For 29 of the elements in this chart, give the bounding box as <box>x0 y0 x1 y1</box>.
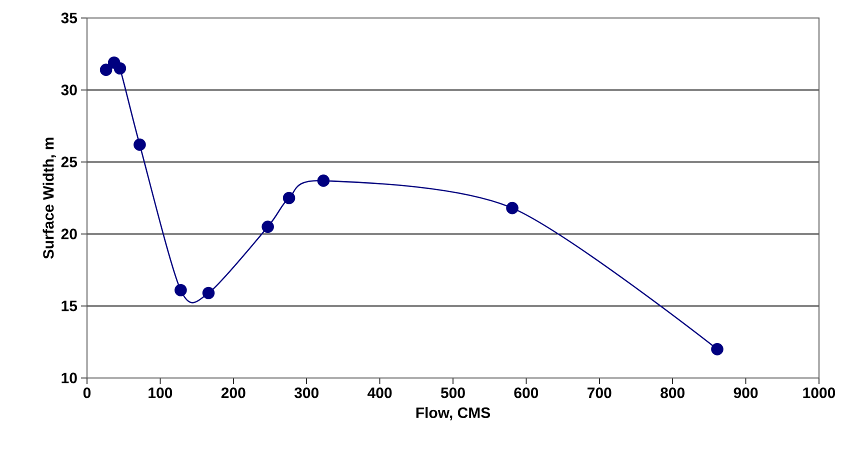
x-tick-label: 100 <box>148 388 172 398</box>
point <box>202 286 215 300</box>
x-tick-label: 400 <box>368 388 392 398</box>
point <box>100 64 112 76</box>
y-tick-label: 10 <box>62 372 77 384</box>
point <box>114 62 126 75</box>
x-tick-label: 900 <box>734 388 758 398</box>
x-tick-label: 200 <box>221 388 246 398</box>
y-tick-label: 25 <box>61 156 78 168</box>
point <box>711 343 724 356</box>
y-axis-title: Surface Width, m <box>42 138 56 259</box>
x-axis-title: Flow, CMS <box>416 407 490 420</box>
y-tick-label: 20 <box>61 228 77 240</box>
x-tick-label: 300 <box>294 388 318 398</box>
x-tick-label: 800 <box>660 388 684 398</box>
point <box>174 284 187 296</box>
point <box>282 192 296 204</box>
point <box>262 220 274 233</box>
y-tick-label: 15 <box>62 300 78 312</box>
point <box>317 174 330 187</box>
y-tick-label: 30 <box>61 84 77 96</box>
x-tick-label: 0 <box>83 388 91 398</box>
y-tick-label: 35 <box>61 12 78 24</box>
x-tick-label: 500 <box>440 388 465 398</box>
x-tick-label: 1000 <box>803 388 836 398</box>
x-tick-label: 600 <box>514 388 538 398</box>
x-tick-label: 700 <box>588 388 612 398</box>
point <box>506 202 518 214</box>
point <box>134 138 146 151</box>
